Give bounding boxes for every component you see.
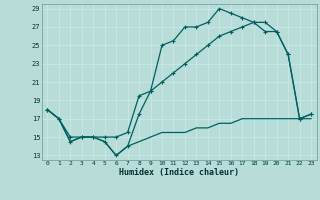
X-axis label: Humidex (Indice chaleur): Humidex (Indice chaleur) <box>119 168 239 177</box>
